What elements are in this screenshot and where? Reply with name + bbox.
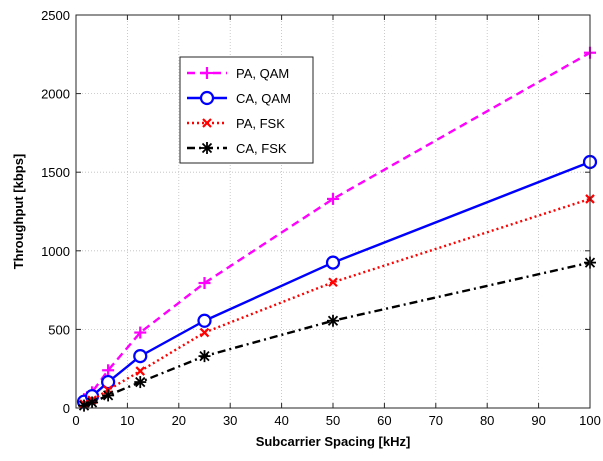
legend-label: CA, QAM	[236, 91, 291, 106]
legend-item-ca-fsk: CA, FSK	[187, 141, 287, 156]
legend-marker	[201, 67, 213, 79]
x-tick-label: 30	[223, 413, 237, 428]
data-point-ca-fsk	[327, 314, 339, 327]
data-point-pa-fsk	[135, 366, 146, 376]
data-point-pa-fsk	[328, 277, 338, 288]
data-point-pa-qam	[198, 277, 211, 290]
x-tick-label: 70	[429, 413, 443, 428]
y-axis-label: Throughput [kbps]	[11, 154, 26, 270]
data-point-ca-qam	[133, 349, 148, 364]
y-tick-label: 2500	[41, 8, 70, 23]
legend-marker	[199, 90, 215, 106]
data-point-ca-qam	[101, 374, 116, 390]
y-tick-label: 0	[63, 401, 70, 416]
legend-item-ca-qam: CA, QAM	[187, 90, 291, 106]
x-tick-label: 0	[72, 413, 79, 428]
x-tick-label: 20	[172, 413, 186, 428]
legend-marker	[201, 142, 213, 154]
axis-ticks: 0 10 20 30 40 50 60 70 80 90 100050010001500200025…	[41, 8, 601, 428]
x-tick-label: 40	[274, 413, 288, 428]
legend: PA, QAM CA, QAM PA, FSK CA, FSK	[179, 56, 314, 164]
series-pa-qam	[78, 46, 596, 406]
x-axis-label: Subcarrier Spacing [kHz]	[256, 434, 411, 449]
x-tick-label: 50	[326, 413, 340, 428]
data-point-ca-fsk	[102, 389, 115, 402]
x-tick-label: 90	[531, 413, 545, 428]
y-tick-label: 500	[48, 322, 70, 337]
legend-label: PA, QAM	[236, 66, 289, 81]
series-layer	[76, 46, 598, 412]
x-tick-label: 60	[377, 413, 391, 428]
data-point-pa-qam	[327, 192, 339, 205]
y-tick-label: 2000	[41, 87, 70, 102]
data-point-ca-fsk	[198, 350, 211, 363]
data-point-pa-fsk	[199, 327, 210, 338]
data-point-ca-fsk	[134, 376, 147, 389]
y-tick-label: 1000	[41, 244, 70, 259]
x-tick-label: 80	[480, 413, 494, 428]
data-point-pa-qam	[102, 364, 115, 377]
data-point-pa-qam	[134, 326, 147, 339]
grid-lines	[76, 15, 590, 408]
data-point-ca-qam	[325, 255, 341, 270]
x-tick-label: 10	[120, 413, 134, 428]
y-tick-label: 1500	[41, 165, 70, 180]
legend-label: PA, FSK	[236, 116, 285, 131]
legend-item-pa-fsk: PA, FSK	[187, 116, 285, 131]
legend-label: CA, FSK	[236, 141, 287, 156]
x-tick-label: 100	[579, 413, 601, 428]
legend-box	[179, 56, 314, 164]
data-point-ca-fsk	[86, 396, 99, 409]
data-point-ca-qam	[197, 313, 212, 328]
legend-marker	[202, 118, 212, 128]
legend-item-pa-qam: PA, QAM	[187, 66, 289, 81]
